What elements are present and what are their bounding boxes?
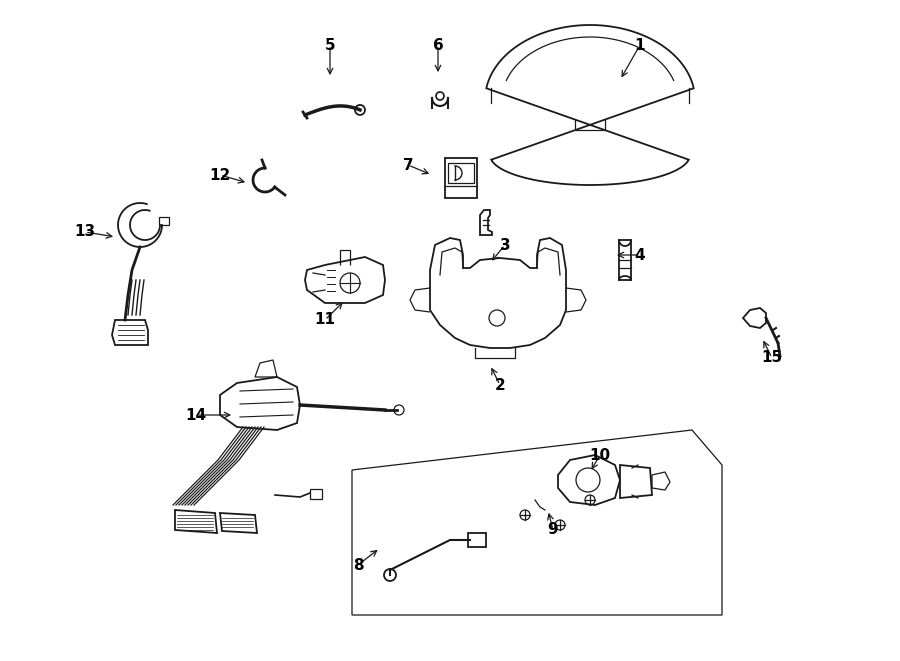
Text: 2: 2 [495,377,506,393]
Bar [159,217,169,225]
Text: 1: 1 [634,38,645,52]
Text: 13: 13 [75,225,95,239]
Bar [448,163,474,183]
Text: 12: 12 [210,167,230,182]
Bar [310,489,322,499]
Bar [619,240,631,280]
Text: 9: 9 [548,522,558,537]
Text: 3: 3 [500,237,510,253]
Text: 11: 11 [314,313,336,327]
Text: 7: 7 [402,157,413,173]
Text: 15: 15 [761,350,783,366]
Text: 4: 4 [634,247,645,262]
Text: 6: 6 [433,38,444,52]
Bar [468,533,486,547]
Text: 8: 8 [353,557,364,572]
Bar [445,158,477,198]
Text: 10: 10 [590,447,610,463]
Text: 14: 14 [185,407,207,422]
Text: 5: 5 [325,38,336,52]
